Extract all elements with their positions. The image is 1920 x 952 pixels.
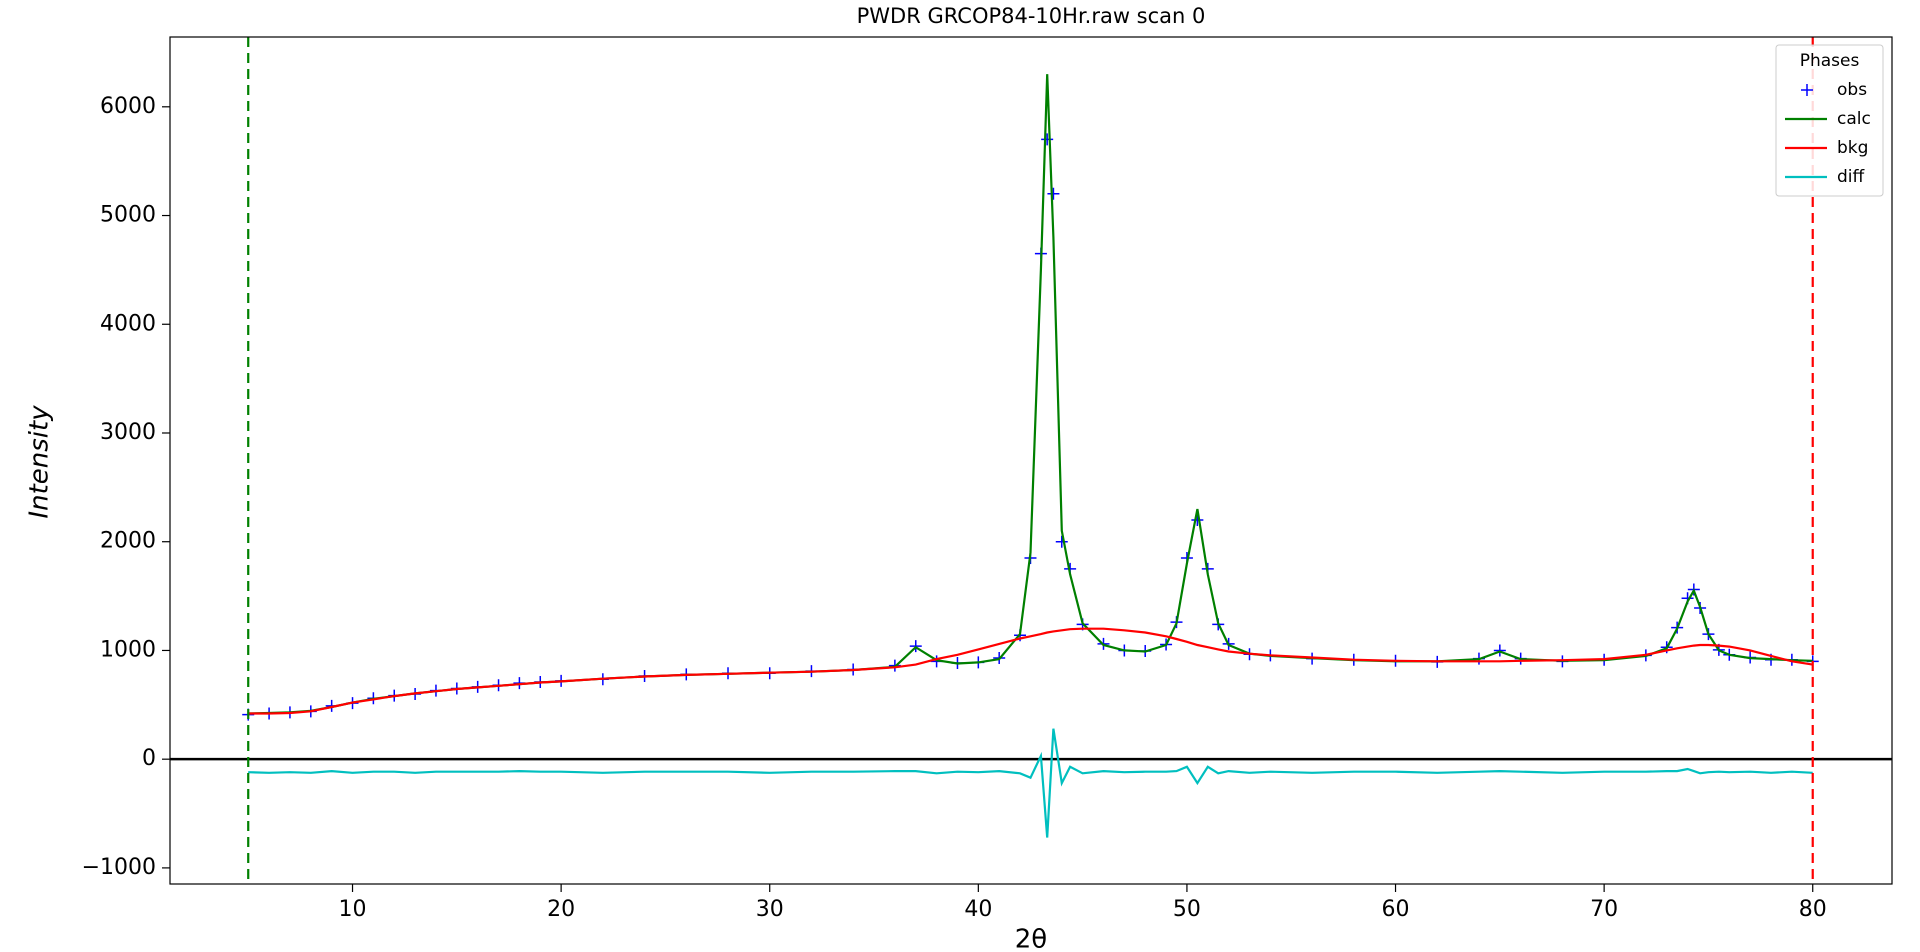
legend-box: [1775, 44, 1884, 197]
legend-label: obs: [1837, 80, 1867, 100]
y-tick-label: 5000: [100, 203, 156, 228]
x-tick-label: 70: [1590, 897, 1618, 922]
y-tick-label: −1000: [82, 855, 156, 880]
y-tick-label: 6000: [100, 94, 156, 119]
obs-marker: [1055, 535, 1068, 548]
series-line: [248, 728, 1813, 838]
legend-label: diff: [1837, 167, 1866, 187]
series-line: [248, 74, 1813, 715]
y-tick-label: 1000: [100, 637, 156, 662]
x-axis-label: 2θ: [1015, 925, 1047, 949]
legend-label: bkg: [1837, 138, 1868, 158]
obs-marker: [1191, 513, 1204, 526]
chart-title: PWDR GRCOP84-10Hr.raw scan 0: [857, 4, 1206, 28]
series-line: [248, 627, 1813, 715]
y-axis-label: Intensity: [25, 405, 55, 519]
y-tick-label: 3000: [100, 420, 156, 445]
x-tick-label: 80: [1799, 897, 1827, 922]
x-tick-label: 10: [339, 897, 367, 922]
plot-frame: [169, 36, 1893, 885]
y-tick-label: 0: [142, 746, 156, 771]
legend-title: Phases: [1800, 51, 1860, 71]
x-tick-label: 20: [547, 897, 575, 922]
legend-marker: [1801, 84, 1813, 96]
legend-label: calc: [1837, 109, 1871, 129]
x-tick-label: 60: [1382, 897, 1410, 922]
obs-marker: [1047, 187, 1060, 200]
x-tick-label: 50: [1173, 897, 1201, 922]
x-tick-label: 40: [964, 897, 992, 922]
obs-marker: [1041, 133, 1054, 146]
x-tick-label: 30: [756, 897, 784, 922]
y-tick-label: 4000: [100, 311, 156, 336]
y-tick-label: 2000: [100, 529, 156, 554]
